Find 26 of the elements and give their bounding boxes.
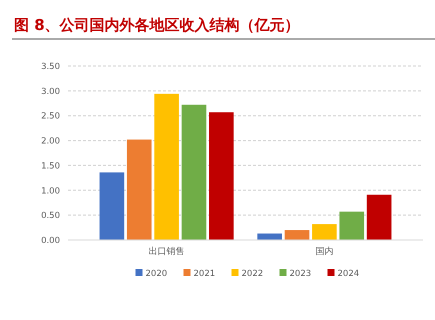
x-tick-label: 出口销售 (148, 246, 185, 257)
y-tick-label: 3.00 (41, 86, 60, 97)
legend-label: 2023 (290, 269, 312, 279)
legend-label: 2021 (194, 269, 216, 279)
y-tick-label: 2.50 (41, 112, 60, 122)
y-tick-label: 0.00 (41, 236, 60, 246)
bar (339, 212, 364, 240)
bar (284, 230, 310, 240)
y-tick-label: 0.50 (41, 211, 60, 222)
legend-label: 2022 (242, 269, 264, 279)
bar (154, 94, 179, 240)
y-tick-label: 1.00 (41, 186, 60, 196)
bar (126, 140, 152, 240)
bar (366, 194, 392, 240)
legend-label: 2020 (146, 269, 168, 279)
bar (182, 104, 206, 240)
x-tick-label: 国内 (315, 246, 334, 257)
bar (257, 234, 282, 240)
legend-label: 2024 (338, 269, 360, 279)
bar (100, 172, 124, 240)
y-tick-label: 1.50 (41, 161, 60, 172)
bar (312, 224, 337, 240)
y-tick-label: 3.50 (41, 62, 60, 72)
bar (209, 112, 234, 240)
y-tick-label: 2.00 (41, 136, 60, 147)
chart-title: 图 8、公司国内外各地区收入结构（亿元） (14, 16, 300, 34)
